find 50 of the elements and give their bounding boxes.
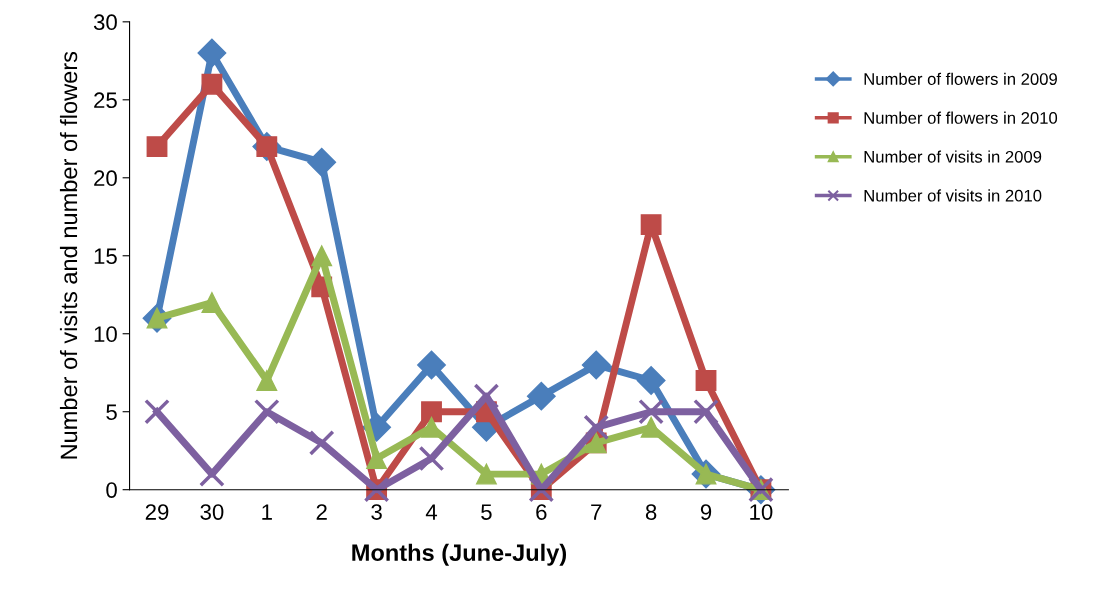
legend-label: Number of flowers in 2009 (864, 72, 1057, 85)
point (636, 366, 666, 395)
point (146, 136, 168, 158)
y-axis-title: Number of visits and number of flowers (59, 51, 78, 459)
x-tick-label: 29 (145, 504, 169, 520)
x-axis-title: Months (June-July) (352, 543, 567, 566)
point (417, 350, 446, 380)
x-tick-label: 10 (750, 504, 773, 520)
x-tick-label: 5 (481, 504, 492, 520)
point (695, 370, 717, 391)
point (311, 245, 333, 267)
y-tick-label: 30 (93, 14, 117, 31)
x-tick-label: 6 (536, 504, 547, 520)
y-tick-label: 5 (106, 404, 117, 420)
point (197, 38, 227, 68)
x-tick-label: 30 (200, 504, 224, 520)
point (144, 398, 170, 425)
point (583, 414, 610, 441)
point (253, 398, 280, 425)
legend-label: Number of flowers in 2010 (864, 111, 1058, 124)
y-tick-label: 20 (94, 170, 117, 187)
y-tick-label: 25 (94, 92, 117, 109)
x-tick-label: 9 (700, 504, 712, 520)
x-tick-label: 1 (262, 504, 272, 520)
point (526, 381, 556, 411)
y-tick-label: 0 (106, 482, 117, 498)
point (307, 147, 337, 177)
point (366, 448, 388, 469)
x-tick-label: 7 (591, 504, 602, 520)
point (473, 383, 500, 409)
x-tick-label: 2 (316, 504, 327, 520)
y-tick-label: 10 (94, 326, 117, 343)
point (475, 463, 497, 485)
point (421, 416, 442, 438)
point (201, 292, 223, 313)
point (418, 445, 445, 472)
point (201, 73, 223, 95)
point (256, 370, 278, 391)
legend-label: Number of visits in 2010 (864, 189, 1042, 202)
x-tick-label: 3 (371, 504, 382, 520)
point (693, 398, 719, 425)
point (640, 214, 662, 235)
y-tick-label: 15 (94, 248, 117, 265)
legend-label: Number of visits in 2009 (864, 150, 1042, 163)
x-tick-label: 4 (425, 504, 438, 520)
point (638, 398, 664, 425)
x-tick-label: 8 (645, 504, 657, 520)
point (581, 350, 611, 380)
point (308, 430, 335, 456)
point (421, 401, 442, 423)
